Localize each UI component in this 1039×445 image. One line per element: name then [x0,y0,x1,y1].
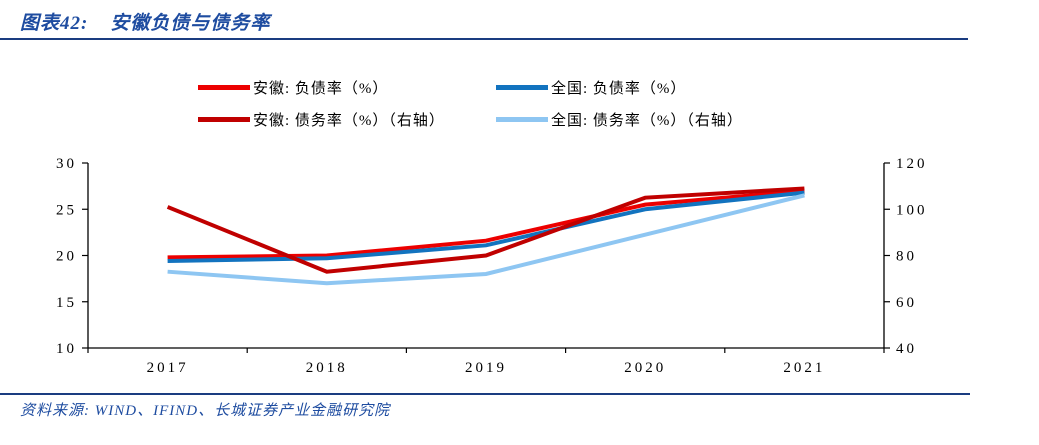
y-right-tick-label: 40 [896,341,917,357]
legend-label-1: 全国: 负债率（%） [551,81,687,97]
x-tick-label: 2017 [147,360,189,376]
y-right-tick-label: 120 [896,156,928,172]
y-right-tick-label: 100 [896,202,928,218]
legend-item-1: 全国: 负债率（%） [496,76,743,99]
legend-item-0: 安徽: 负债率（%） [198,76,496,99]
legend-color-swatch-1 [496,85,548,90]
y-left-tick-label: 15 [56,295,77,311]
legend-label-0: 安徽: 负债率（%） [253,81,389,97]
legend-color-swatch-0 [198,85,250,90]
y-left-tick-label: 30 [56,156,77,172]
data-source-note: 资料来源: WIND、IFIND、长城证券产业金融研究院 [20,403,391,419]
figure-title: 图表42: 安徽负债与债务率 [20,8,1020,35]
figure-title-text: 安徽负债与债务率 [110,13,271,34]
legend-item-3: 全国: 债务率（%）（右轴） [496,108,743,131]
y-left-tick-label: 20 [56,249,77,265]
chart-legend: 安徽: 负债率（%） 全国: 负债率（%） 安徽: 债务率（%）（右轴） 全国: 债务… [198,76,743,131]
legend-color-swatch-2 [198,117,250,122]
y-right-tick-label: 80 [896,249,917,265]
series-line-3 [167,193,805,286]
x-tick-label: 2018 [306,360,348,376]
x-tick-label: 2021 [783,360,825,376]
y-left-tick-label: 10 [56,341,77,357]
series-line-1 [167,190,805,264]
y-left-tick-label: 25 [56,202,77,218]
legend-color-swatch-3 [496,117,548,122]
y-right-tick-label: 60 [896,295,917,311]
x-tick-label: 2020 [624,360,666,376]
figure-number: 图表42: [20,13,89,34]
series-line-2 [166,186,805,274]
header-divider [0,38,968,40]
footer-divider [0,393,970,395]
legend-label-2: 安徽: 债务率（%）（右轴） [253,113,445,129]
series-line-0 [167,188,805,260]
legend-label-3: 全国: 债务率（%）（右轴） [551,113,743,129]
legend-item-2: 安徽: 债务率（%）（右轴） [198,108,496,131]
x-tick-label: 2019 [465,360,507,376]
figure-header: 图表42: 安徽负债与债务率 [20,8,1020,35]
